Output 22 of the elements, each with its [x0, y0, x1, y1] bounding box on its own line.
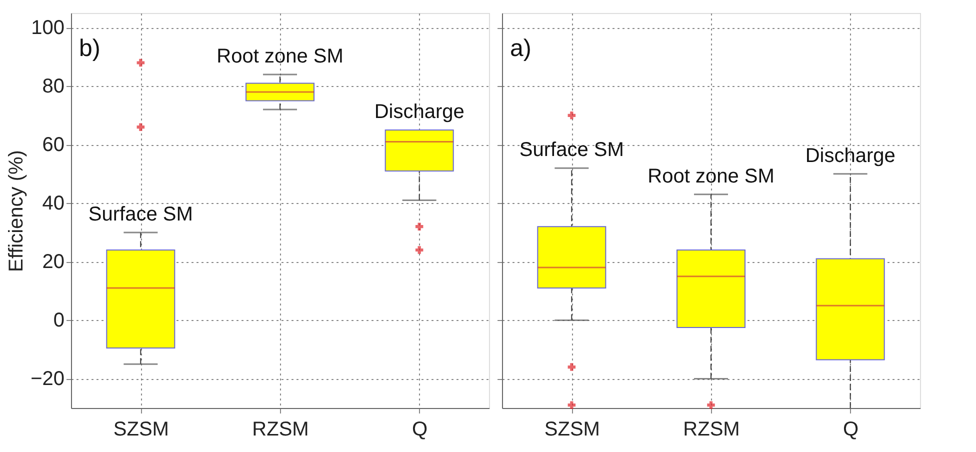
- y-tick-label: 20: [42, 251, 64, 274]
- annotation: Discharge: [805, 144, 896, 167]
- y-tick-label: 100: [31, 17, 64, 40]
- y-tick-label: 0: [53, 310, 64, 332]
- annotation: Surface SM: [519, 139, 624, 162]
- annotation: a): [510, 35, 532, 62]
- y-tick-label: 80: [42, 76, 64, 98]
- x-tick-label: SZSM: [113, 418, 169, 440]
- y-axis-title: Efficiency (%): [6, 150, 28, 272]
- annotation: Root zone SM: [648, 165, 774, 188]
- annotation: Discharge: [374, 101, 464, 124]
- x-tick-label: SZSM: [544, 418, 600, 440]
- y-tick-label: 40: [42, 192, 64, 215]
- x-tick-label: RZSM: [683, 418, 740, 440]
- annotation: Root zone SM: [216, 45, 344, 68]
- x-tick-label: Q: [843, 418, 859, 440]
- x-tick-label: RZSM: [252, 418, 309, 440]
- x-tick-label: Q: [412, 418, 428, 440]
- annotation: Surface SM: [88, 203, 193, 226]
- y-tick-label: −20: [30, 368, 64, 390]
- annotation: b): [79, 35, 100, 62]
- y-tick-label: 60: [42, 134, 64, 156]
